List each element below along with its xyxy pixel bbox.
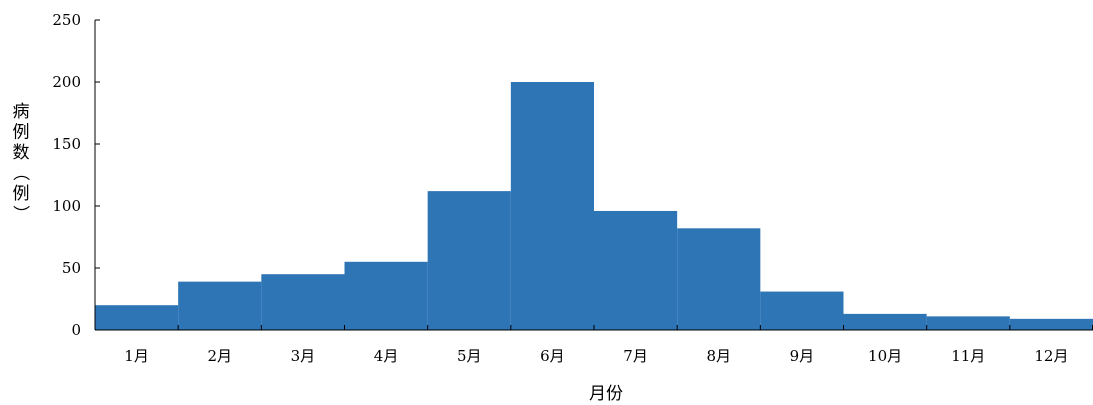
y-axis: 0 50 100 150 200 250 bbox=[52, 11, 100, 339]
bar-9 bbox=[760, 291, 844, 330]
bar-11 bbox=[926, 316, 1010, 330]
bar-4 bbox=[344, 261, 428, 330]
y-tick-label: 0 bbox=[71, 321, 81, 339]
y-axis-title-char: 例 bbox=[13, 184, 30, 204]
x-tick-label: 3月 bbox=[291, 347, 316, 365]
bar-12 bbox=[1009, 318, 1093, 330]
y-tick-label: 50 bbox=[62, 259, 81, 277]
x-tick-label: 11月 bbox=[951, 347, 985, 365]
bar-2 bbox=[178, 281, 262, 330]
bar-10 bbox=[843, 313, 927, 330]
bar-3 bbox=[261, 274, 345, 330]
y-axis-title-char: 数 bbox=[13, 143, 30, 163]
y-axis-title-char: 病 bbox=[13, 102, 30, 122]
x-tick-label: 8月 bbox=[706, 347, 731, 365]
y-axis-title: 病例数（例） bbox=[10, 102, 30, 222]
bar-7 bbox=[594, 210, 678, 330]
x-tick-label: 5月 bbox=[457, 347, 482, 365]
x-tick-label: 10月 bbox=[868, 347, 902, 365]
y-axis-title-char: ） bbox=[10, 205, 30, 222]
bar-8 bbox=[677, 228, 761, 330]
bar-1 bbox=[95, 305, 179, 330]
y-axis-title-char: 例 bbox=[13, 123, 30, 143]
x-axis-title: 月份 bbox=[589, 384, 623, 404]
y-tick-label: 150 bbox=[52, 135, 81, 153]
y-tick-label: 100 bbox=[52, 197, 81, 215]
y-tick-label: 200 bbox=[52, 73, 81, 91]
x-tick-label: 9月 bbox=[790, 347, 815, 365]
x-tick-label: 12月 bbox=[1034, 347, 1068, 365]
bars-group bbox=[95, 82, 1093, 330]
bar-5 bbox=[427, 191, 511, 330]
x-tick-label: 2月 bbox=[207, 347, 232, 365]
x-tick-label: 6月 bbox=[540, 347, 565, 365]
x-axis: 1月 2月 3月 4月 5月 6月 7月 8月 9月 10月 11月 12月 bbox=[94, 325, 1093, 365]
y-axis-title-char: （ bbox=[10, 164, 30, 181]
x-tick-label: 4月 bbox=[374, 347, 399, 365]
y-tick-label: 250 bbox=[52, 11, 81, 29]
x-tick-label: 1月 bbox=[124, 347, 149, 365]
x-tick-label: 7月 bbox=[623, 347, 648, 365]
bar-6 bbox=[510, 82, 594, 330]
